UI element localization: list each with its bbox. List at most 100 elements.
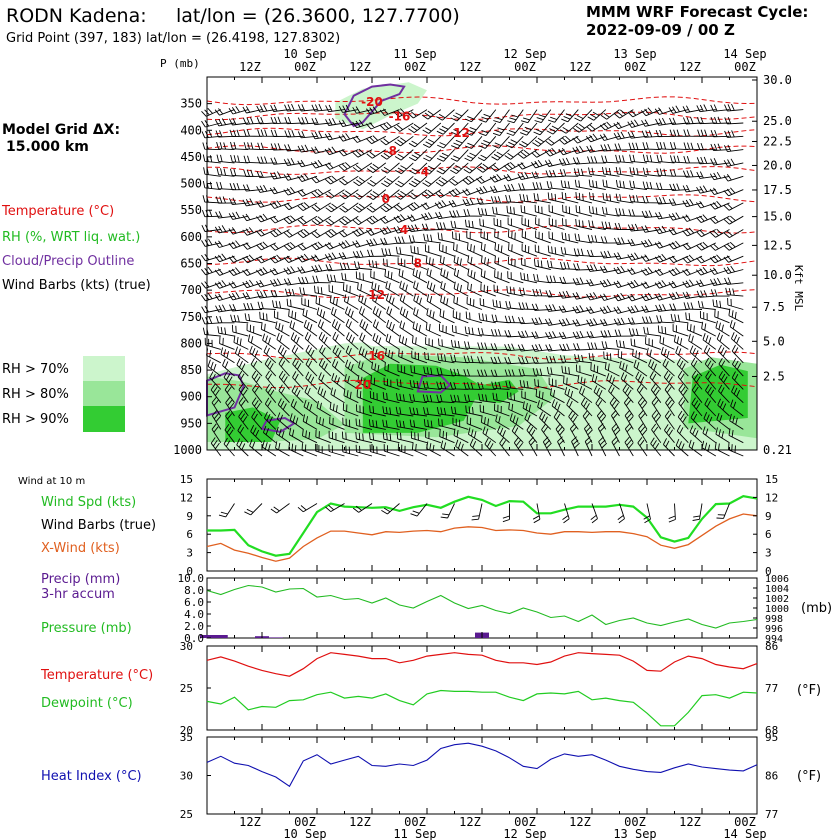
wind-barb-850-27 — [318, 358, 332, 377]
wind-barb-900-6 — [224, 383, 235, 403]
wind-barb-725-51 — [426, 294, 442, 310]
wind-barb-975-15 — [262, 425, 277, 444]
wind-barb-825-42 — [384, 348, 400, 364]
wind-barb-550-108 — [682, 214, 703, 222]
wind-barb-975-36 — [355, 431, 373, 444]
wind-barb-900-48 — [409, 393, 428, 404]
xwind-series-line — [206, 513, 758, 562]
wind-barb-375-48 — [408, 122, 428, 133]
wind-barb-925-3 — [211, 396, 222, 417]
wind-barb-550-33 — [339, 215, 359, 226]
precip-tick-label-6.0: 6.0 — [184, 596, 204, 609]
wind-barb-950-6 — [225, 410, 235, 430]
wind-barb-975-45 — [396, 431, 414, 444]
wind-barb-725-105 — [669, 303, 689, 311]
wind-barb-850-21 — [292, 357, 304, 377]
wind-barb-750-99 — [641, 316, 661, 324]
wind-barb-650-105 — [668, 267, 689, 277]
wind-barb-525-54 — [434, 200, 455, 209]
wind-barb-650-33 — [339, 262, 359, 270]
wind-barb-625-99 — [640, 254, 661, 262]
temperature-series-line — [206, 652, 758, 677]
wind-barb-800-9 — [233, 335, 249, 350]
pressure-tick-label-998: 998 — [765, 614, 783, 625]
wind-barb-550-42 — [379, 215, 400, 224]
upper-air-panel: -20 -16 -12 -8 -4 0 4 8 12 16 20 350 400 450 500 550 60… — [160, 57, 805, 457]
wind-barb-825-48 — [411, 350, 428, 364]
wind-barb-775-60 — [464, 326, 483, 337]
wind-barb-875-60 — [463, 382, 483, 390]
wind-barb-525-18 — [269, 200, 290, 209]
wind-barb-475-33 — [339, 175, 359, 186]
pressure-tick-label-450: 450 — [180, 150, 202, 164]
wind-barb-975-72 — [526, 424, 538, 443]
wind-barb-600-45 — [394, 236, 414, 244]
wind-barb-425-42 — [380, 149, 400, 160]
wind-barb-775-102 — [657, 325, 675, 337]
wind-barb-725-45 — [399, 293, 414, 310]
wind-barb-875-105 — [677, 370, 689, 390]
wind-barb-875-36 — [357, 375, 373, 390]
wind-barb-375-60 — [465, 122, 483, 136]
wind-barb-500-45 — [394, 189, 414, 200]
precip-tick-label-2.0: 2.0 — [184, 620, 204, 633]
wind-barb-350-6 — [214, 108, 235, 116]
wind-barb-800-12 — [247, 334, 263, 350]
wind-barb-975-18 — [275, 426, 290, 444]
wind-barb-500-48 — [408, 189, 428, 200]
wind-barb-775-93 — [614, 329, 634, 337]
wind-barb-725-66 — [492, 299, 510, 310]
wind-barb-725-117 — [727, 297, 744, 310]
wind-barb-400-3 — [201, 130, 221, 139]
wind-barb-675-30 — [326, 274, 345, 284]
hour-label-120: 00Z — [734, 60, 756, 74]
wind-barb-575-12 — [242, 227, 263, 236]
wind-barb-775-75 — [531, 331, 551, 339]
wind-barb-500-39 — [367, 189, 387, 200]
wind-barb-600-48 — [408, 235, 428, 244]
temperature-label--20: -20 — [361, 95, 383, 109]
wind-barb-450-6 — [216, 154, 235, 164]
wind-barb-650-87 — [586, 264, 606, 272]
wind-barb-625-75 — [534, 244, 551, 257]
pressure-tick-label-1006: 1006 — [765, 574, 789, 585]
wind-barb-925-93 — [623, 397, 634, 417]
wind-barb-900-75 — [535, 389, 551, 404]
wind-barb-1000-93 — [624, 436, 634, 457]
wind-barb-750-93 — [613, 317, 634, 326]
wind-barb-350-96 — [627, 109, 648, 118]
wind-barb-575-81 — [562, 218, 579, 230]
wind-barb-825-99 — [646, 347, 662, 364]
wind-barb-700-96 — [627, 293, 648, 302]
wind-barb-700-39 — [371, 281, 387, 297]
wind-barb-450-72 — [517, 162, 538, 170]
wind-barb-900-57 — [450, 394, 469, 404]
wind-barb-500-111 — [696, 185, 716, 194]
wind-barb-475-24 — [297, 173, 318, 183]
wind-barb-800-99 — [645, 337, 661, 350]
wind-tick-label-left-6: 6 — [186, 528, 193, 541]
wind-barb-875-12 — [251, 370, 263, 390]
wind-barb-475-87 — [588, 167, 606, 177]
surface-wind-barb-96 — [643, 503, 651, 524]
pressure-tick-label-850: 850 — [180, 363, 202, 377]
wind-barb-575-48 — [407, 224, 428, 233]
wind-barb-925-75 — [537, 400, 552, 417]
wind-barb-600-102 — [654, 241, 675, 249]
wind-barb-425-39 — [366, 149, 387, 159]
wind-barb-825-6 — [220, 347, 235, 364]
wind-barb-850-54 — [436, 367, 455, 377]
temperature-label-4: 4 — [400, 223, 408, 237]
wind-barb-900-30 — [330, 387, 345, 404]
wind-barb-425-114 — [710, 143, 730, 152]
wind-barb-550-30 — [325, 215, 345, 226]
wind-barb-350-69 — [507, 109, 524, 124]
wind-barb-850-66 — [490, 369, 510, 377]
wind-barb-425-18 — [270, 143, 290, 151]
day-label-96: 13 Sep — [613, 47, 656, 61]
wind-barb-875-57 — [449, 381, 469, 390]
wind-barb-450-60 — [463, 162, 483, 174]
wind-barb-375-6 — [215, 118, 235, 127]
wind-barb-875-63 — [477, 381, 496, 390]
wind-barb-850-48 — [410, 365, 428, 377]
